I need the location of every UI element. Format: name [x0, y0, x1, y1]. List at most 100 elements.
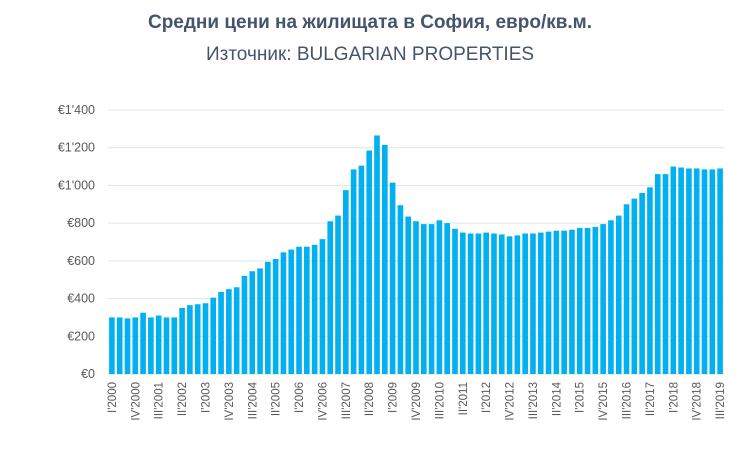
- bar: [350, 169, 357, 374]
- y-tick-label: €1'200: [58, 141, 95, 155]
- bar: [514, 235, 521, 374]
- bar: [241, 275, 248, 374]
- bar: [272, 258, 279, 374]
- bar: [662, 174, 669, 374]
- bar: [335, 215, 341, 374]
- bar: [436, 220, 443, 374]
- bar: [116, 317, 123, 374]
- x-tick-label: IV'2012: [505, 382, 517, 421]
- bar: [576, 227, 583, 374]
- x-tick-label: I'2009: [388, 382, 400, 413]
- x-tick-label: III'2019: [715, 382, 727, 419]
- bar: [615, 215, 622, 374]
- bar: [374, 135, 380, 374]
- bar: [584, 227, 591, 374]
- x-tick-label: I'2015: [575, 382, 587, 413]
- y-tick-label: €800: [67, 216, 95, 230]
- bar: [280, 252, 287, 374]
- bar: [693, 168, 700, 374]
- x-tick-label: II'2014: [551, 381, 563, 416]
- bar: [420, 224, 427, 374]
- bar: [148, 317, 154, 374]
- bar: [608, 220, 614, 374]
- chart-subtitle: Източник: BULGARIAN PROPERTIES: [205, 44, 535, 65]
- y-tick-label: €0: [81, 367, 95, 381]
- bar: [187, 305, 193, 374]
- bar: [265, 261, 271, 374]
- x-tick-label: IV'2009: [411, 382, 423, 421]
- y-tick-label: €400: [67, 292, 95, 306]
- bar: [467, 233, 474, 374]
- bar: [319, 239, 326, 374]
- bar: [171, 317, 178, 374]
- bar: [569, 229, 575, 374]
- x-tick-label: IV'2000: [130, 382, 142, 421]
- x-tick-label: III'2016: [622, 382, 634, 419]
- x-tick-label: I'2003: [200, 382, 212, 413]
- chart-title: Средни цени на жилищата в София, евро/кв…: [147, 12, 593, 33]
- bar: [686, 168, 692, 374]
- y-tick-label: €1'400: [58, 103, 95, 117]
- x-tick-label: IV'2003: [224, 382, 236, 421]
- bar: [413, 221, 419, 374]
- bar: [647, 187, 653, 374]
- bar: [389, 182, 396, 374]
- bar: [592, 226, 599, 374]
- bar: [304, 246, 310, 374]
- bar: [444, 223, 450, 374]
- bar: [717, 168, 723, 374]
- bar: [561, 230, 567, 374]
- x-tick-label: III'2010: [434, 382, 446, 419]
- bar: [288, 249, 295, 374]
- bar: [218, 291, 224, 374]
- bar: [210, 297, 217, 374]
- x-tick-label: III'2007: [341, 382, 353, 419]
- bar: [358, 165, 365, 374]
- bar: [382, 144, 388, 374]
- bar: [257, 268, 263, 374]
- bar: [654, 174, 661, 374]
- y-tick-label: €600: [67, 254, 95, 268]
- x-tick-label: III'2001: [154, 382, 166, 419]
- bar: [343, 190, 349, 374]
- bar: [202, 303, 209, 374]
- bar: [709, 169, 716, 374]
- x-tick-label: II'2002: [177, 382, 189, 416]
- x-tick-label: II'2008: [364, 382, 376, 416]
- bar: [506, 236, 513, 374]
- y-tick-label: €200: [67, 329, 95, 343]
- bar: [491, 233, 497, 374]
- x-tick-label: IV'2018: [692, 382, 704, 421]
- y-tick-label: €1'000: [58, 178, 95, 192]
- bar: [459, 232, 466, 374]
- bar: [553, 230, 560, 374]
- bar: [163, 317, 170, 374]
- bar: [155, 315, 162, 374]
- x-tick-label: I'2018: [668, 382, 680, 413]
- x-tick-label: I'2012: [481, 382, 493, 413]
- x-tick-label: II'2005: [271, 382, 283, 416]
- bar: [701, 169, 708, 374]
- bar: [194, 304, 201, 374]
- x-tick-label: III'2004: [247, 381, 259, 419]
- x-tick-label: III'2013: [528, 382, 540, 419]
- bar: [545, 231, 552, 374]
- bar: [522, 233, 528, 374]
- bar: [483, 232, 489, 374]
- bar: [537, 232, 544, 374]
- bar: [623, 204, 630, 374]
- bar: [678, 167, 684, 374]
- bar: [132, 317, 139, 374]
- bar: [530, 233, 536, 374]
- x-tick-label: IV'2015: [598, 382, 610, 421]
- bar: [124, 318, 131, 374]
- bar: [327, 221, 334, 374]
- bar: [498, 234, 505, 374]
- x-tick-label: I'2000: [107, 382, 119, 413]
- x-tick-label: II'2011: [458, 382, 470, 415]
- bar: [397, 205, 404, 374]
- x-tick-label: IV'2006: [317, 382, 329, 421]
- bar: [311, 244, 318, 374]
- bar: [452, 228, 458, 374]
